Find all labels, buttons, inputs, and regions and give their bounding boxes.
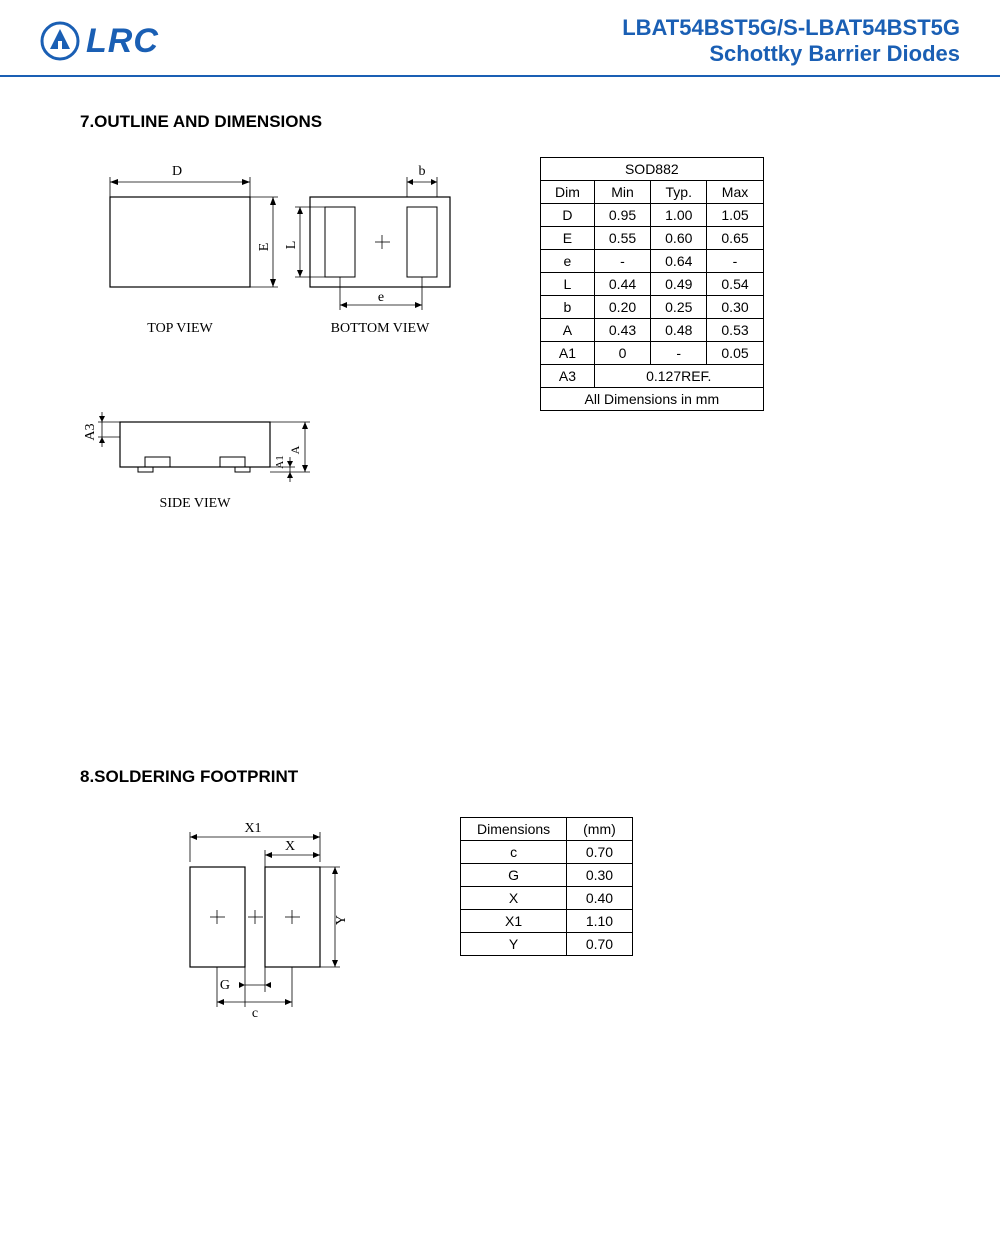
bottom-view-label: BOTTOM VIEW bbox=[331, 321, 430, 336]
dim-d-label: D bbox=[172, 164, 182, 179]
dim-y-label: Y bbox=[334, 915, 349, 925]
logo-icon bbox=[40, 21, 80, 61]
side-view-label: SIDE VIEW bbox=[160, 496, 232, 511]
dim-x1-label: X1 bbox=[244, 821, 261, 836]
footprint-table: Dimensions(mm) c0.70 G0.30 X0.40 X11.10 … bbox=[460, 817, 633, 956]
package-name: SOD882 bbox=[541, 158, 764, 181]
part-number: LBAT54BST5G/S-LBAT54BST5G bbox=[622, 15, 960, 41]
table-row: A0.430.480.53 bbox=[541, 319, 764, 342]
dim-x-label: X bbox=[285, 839, 295, 854]
table-row: L0.440.490.54 bbox=[541, 273, 764, 296]
dim-ee-label: e bbox=[378, 290, 384, 305]
table-row: e-0.64- bbox=[541, 250, 764, 273]
brand-logo: LRC bbox=[40, 21, 159, 61]
document-title: LBAT54BST5G/S-LBAT54BST5G Schottky Barri… bbox=[622, 15, 960, 67]
outline-drawings: D E TOP VIEW b bbox=[80, 157, 460, 537]
table-row: c0.70 bbox=[461, 841, 633, 864]
page-header: LRC LBAT54BST5G/S-LBAT54BST5G Schottky B… bbox=[0, 0, 1000, 77]
dim-a-label: A bbox=[288, 445, 302, 454]
dim-g-label: G bbox=[220, 978, 230, 993]
top-view-label: TOP VIEW bbox=[147, 321, 213, 336]
dim-b-label: b bbox=[419, 164, 426, 179]
section7-title: 7.OUTLINE AND DIMENSIONS bbox=[80, 112, 920, 132]
section8-title: 8.SOLDERING FOOTPRINT bbox=[80, 767, 920, 787]
table-row: G0.30 bbox=[461, 864, 633, 887]
dim-a3-label: A3 bbox=[83, 423, 98, 440]
logo-text: LRC bbox=[86, 22, 159, 61]
table-row: X11.10 bbox=[461, 910, 633, 933]
table-footer: All Dimensions in mm bbox=[541, 388, 764, 411]
dim-l-label: L bbox=[284, 241, 299, 250]
dim-a1-label: A1 bbox=[274, 455, 286, 468]
table-row: b0.200.250.30 bbox=[541, 296, 764, 319]
dim-e-label: E bbox=[257, 243, 272, 252]
table-row: X0.40 bbox=[461, 887, 633, 910]
table-row: A10-0.05 bbox=[541, 342, 764, 365]
dimensions-table: SOD882 Dim Min Typ. Max D0.951.001.05 E0… bbox=[540, 157, 764, 411]
table-row: D0.951.001.05 bbox=[541, 204, 764, 227]
part-description: Schottky Barrier Diodes bbox=[622, 41, 960, 67]
footprint-drawing: X1 X Y bbox=[160, 817, 380, 1037]
table-row: Y0.70 bbox=[461, 933, 633, 956]
table-row: E0.550.600.65 bbox=[541, 227, 764, 250]
dim-c-label: c bbox=[252, 1006, 258, 1021]
table-row: A30.127REF. bbox=[541, 365, 764, 388]
